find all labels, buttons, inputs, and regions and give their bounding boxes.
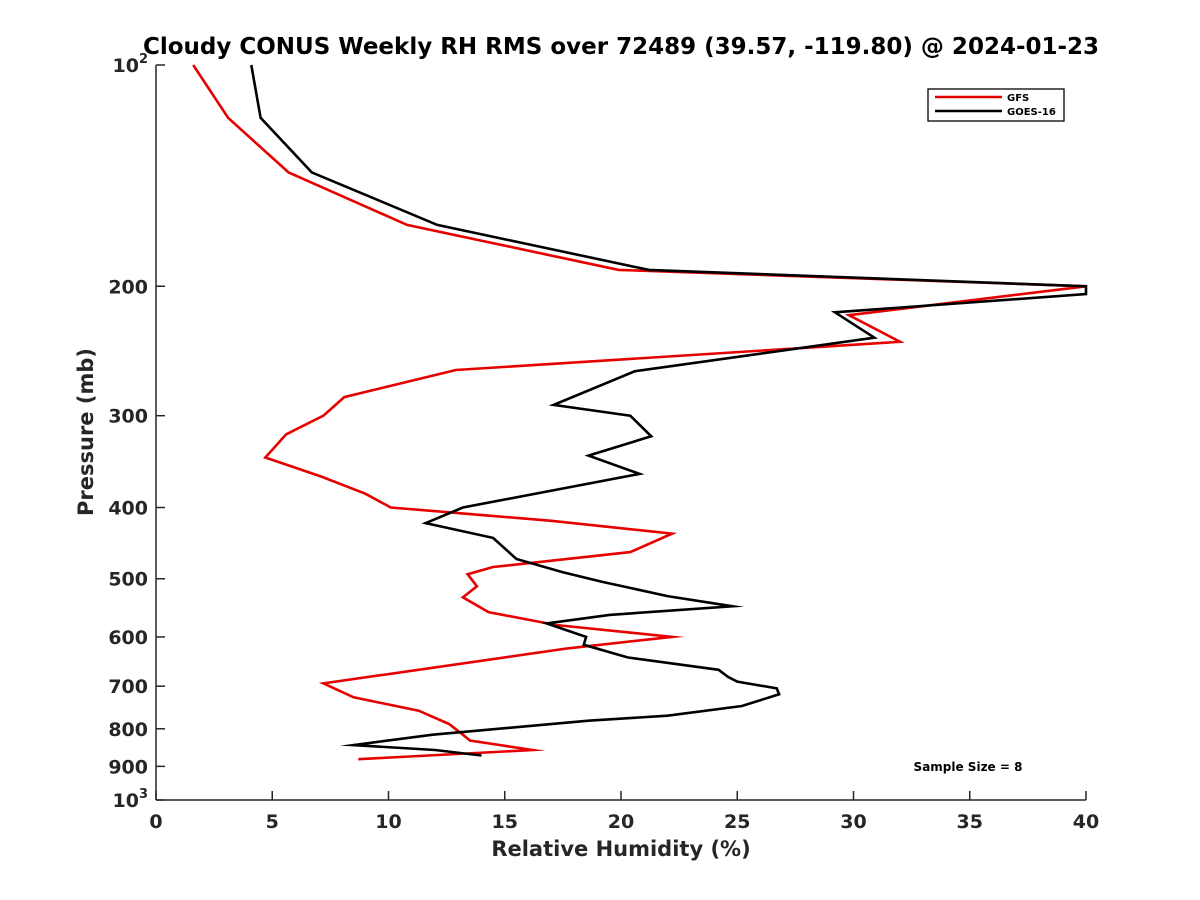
x-tick-label: 20 (608, 811, 634, 833)
legend-label-goes-16: GOES-16 (1007, 107, 1056, 118)
x-tick-label: 40 (1073, 811, 1099, 833)
x-tick-label: 0 (149, 811, 162, 833)
legend: GFS GOES-16 (927, 88, 1065, 122)
y-tick-label: 900 (108, 756, 148, 778)
series-layer (192, 64, 1088, 761)
y-tick-label: 400 (108, 498, 148, 520)
legend-label-gfs: GFS (1007, 93, 1029, 104)
x-tick-label: 25 (724, 811, 750, 833)
x-tick-label: 5 (266, 811, 279, 833)
y-tick-label: 102 (113, 52, 149, 77)
chart-title: Cloudy CONUS Weekly RH RMS over 72489 (3… (143, 34, 1099, 60)
x-axis-label: Relative Humidity (%) (491, 837, 750, 861)
x-tick-label: 10 (375, 811, 401, 833)
y-axis-label: Pressure (mb) (74, 348, 98, 516)
y-axis-ticks: 102 200 300 400 500 600 700 800 900 103 (108, 52, 165, 812)
y-tick-label: 800 (108, 719, 148, 741)
x-tick-label: 35 (957, 811, 983, 833)
series-line-goes-16 (250, 64, 1088, 757)
series-line-gfs (192, 64, 1087, 761)
y-tick-label: 700 (108, 676, 148, 698)
legend-box (927, 88, 1065, 122)
sample-size-annotation: Sample Size = 8 (914, 760, 1023, 774)
y-tick-label: 300 (108, 406, 148, 428)
y-tick-label: 103 (113, 787, 149, 812)
x-tick-label: 30 (840, 811, 866, 833)
x-tick-label: 15 (492, 811, 518, 833)
y-tick-label: 600 (108, 627, 148, 649)
x-axis-ticks: 0 5 10 15 20 25 30 35 40 (149, 791, 1099, 833)
y-tick-label: 200 (108, 276, 148, 298)
y-tick-label: 500 (108, 569, 148, 591)
